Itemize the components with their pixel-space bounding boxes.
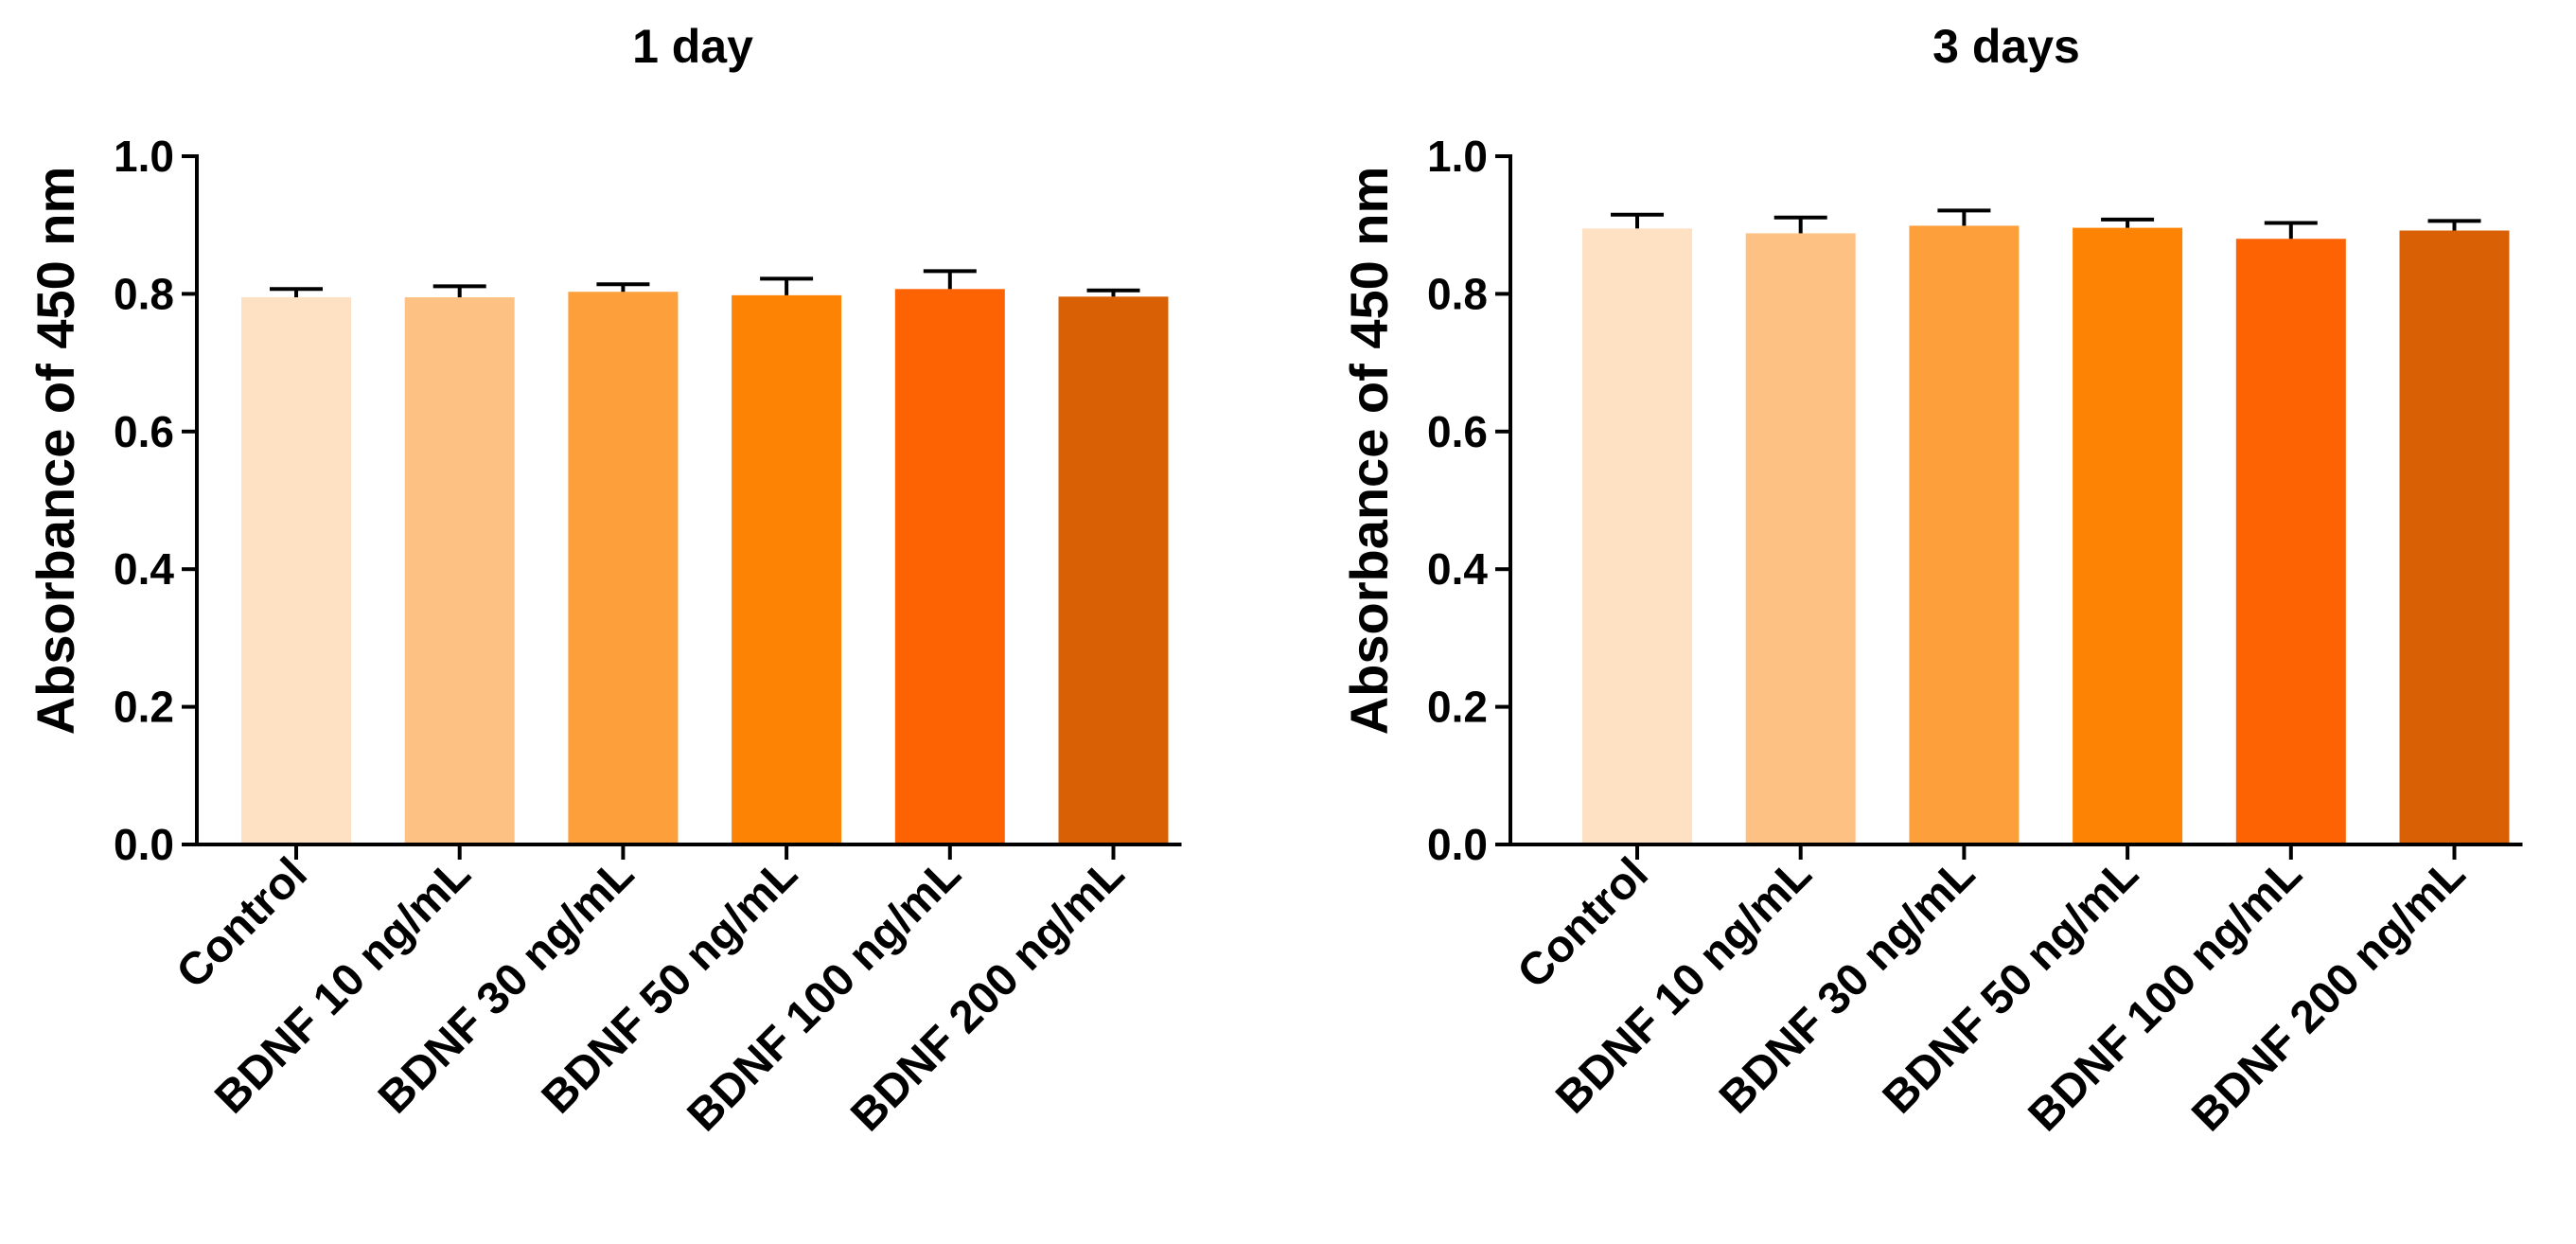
chart-panel-3-days: 3 days Absorbance of 450 nm 0.0 0.2 0.4 … bbox=[1339, 20, 2523, 1141]
x-tick-label: BDNF 100 ng/mL bbox=[679, 848, 971, 1141]
x-tick-label: Control bbox=[1509, 848, 1658, 998]
y-tick-label: 0.0 bbox=[114, 820, 174, 869]
y-tick-label: 1.0 bbox=[114, 132, 174, 181]
bar bbox=[2235, 239, 2346, 845]
bar bbox=[1745, 233, 1856, 844]
x-tick-label: BDNF 100 ng/mL bbox=[2020, 848, 2312, 1141]
bar bbox=[2399, 230, 2510, 845]
x-tick-label: Control bbox=[168, 848, 317, 998]
bar bbox=[1582, 228, 1692, 844]
y-tick-label: 0.8 bbox=[1427, 269, 1488, 318]
y-tick-label: 0.2 bbox=[114, 683, 174, 732]
bar bbox=[241, 297, 351, 844]
bar bbox=[2073, 227, 2183, 844]
bar bbox=[1909, 225, 2020, 844]
y-tick-label: 1.0 bbox=[1427, 132, 1488, 181]
y-tick-labels: 0.0 0.2 0.4 0.6 0.8 1.0 bbox=[114, 132, 174, 869]
bar bbox=[404, 297, 515, 844]
bar bbox=[732, 294, 842, 844]
y-tick-label: 0.0 bbox=[1427, 820, 1488, 869]
bar bbox=[568, 292, 679, 844]
y-tick-labels: 0.0 0.2 0.4 0.6 0.8 1.0 bbox=[1427, 132, 1488, 869]
y-tick-label: 0.2 bbox=[1427, 683, 1488, 732]
y-tick-label: 0.4 bbox=[1427, 544, 1488, 594]
bar bbox=[1058, 296, 1169, 845]
chart-title: 1 day bbox=[632, 20, 753, 73]
x-tick-label: BDNF 200 ng/mL bbox=[2182, 848, 2475, 1141]
chart-panel-1-day: 1 day Absorbance of 450 nm 0.0 0.2 0.4 0… bbox=[26, 20, 1182, 1141]
chart-title: 3 days bbox=[1932, 20, 2080, 73]
y-tick-label: 0.6 bbox=[1427, 407, 1488, 456]
bar bbox=[894, 289, 1005, 844]
y-tick-label: 0.8 bbox=[114, 269, 174, 318]
y-tick-label: 0.4 bbox=[114, 544, 174, 594]
y-axis-label: Absorbance of 450 nm bbox=[1339, 167, 1399, 736]
y-axis-label: Absorbance of 450 nm bbox=[26, 167, 85, 736]
y-tick-label: 0.6 bbox=[114, 407, 174, 456]
x-tick-label: BDNF 200 ng/mL bbox=[841, 848, 1134, 1141]
